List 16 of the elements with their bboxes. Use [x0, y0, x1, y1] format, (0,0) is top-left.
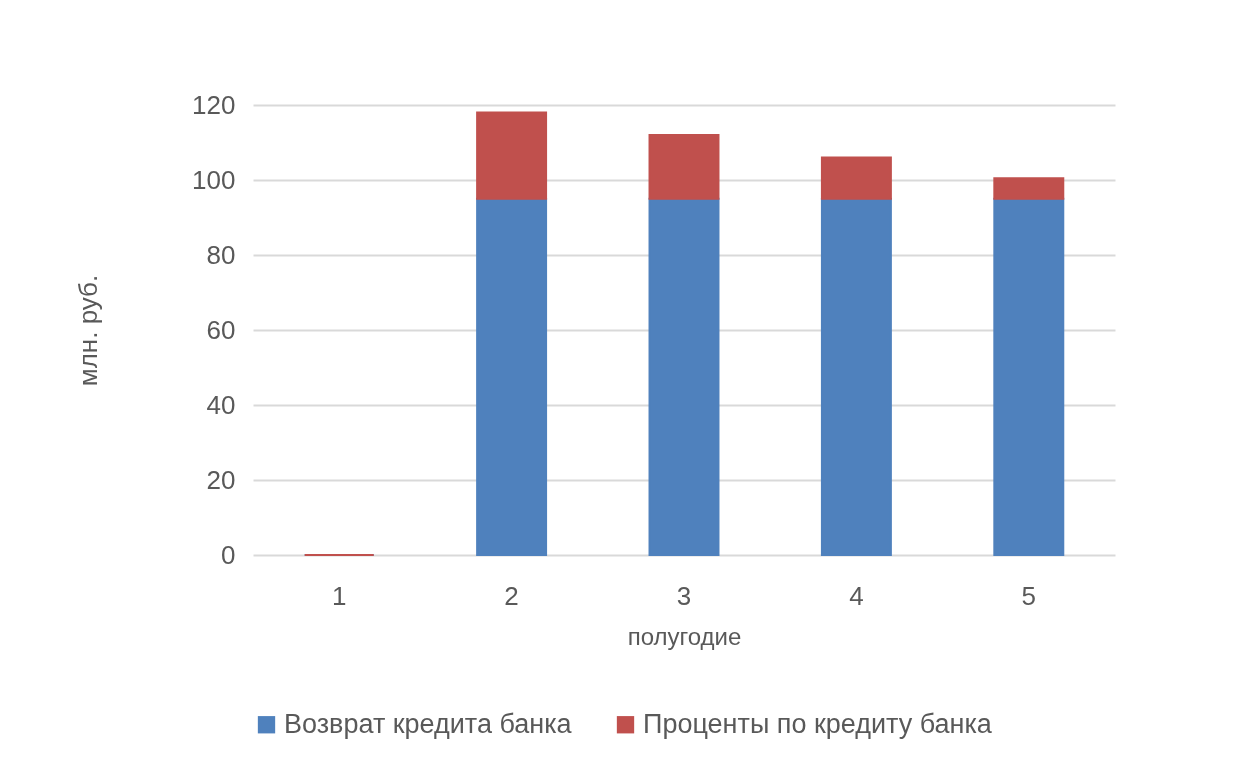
x-tick-label: 1 [331, 580, 347, 611]
y-tick-label: 20 [206, 464, 236, 495]
x-axis-title: полугодие [627, 622, 742, 650]
legend-label: Проценты по кредиту банка [643, 708, 993, 739]
y-axis-title: млн. руб. [73, 274, 104, 387]
y-tick-label: 120 [192, 89, 236, 120]
legend-label: Возврат кредита банка [284, 708, 573, 739]
x-tick-label: 3 [676, 580, 692, 611]
x-tick-label: 5 [1021, 580, 1037, 611]
x-tick-label: 4 [849, 580, 864, 611]
y-tick-label: 60 [206, 314, 236, 345]
y-tick-label: 40 [206, 389, 236, 420]
y-tick-label: 80 [206, 239, 236, 270]
y-tick-label: 0 [221, 539, 236, 570]
x-tick-label: 2 [504, 580, 519, 611]
y-tick-label: 100 [192, 164, 236, 195]
